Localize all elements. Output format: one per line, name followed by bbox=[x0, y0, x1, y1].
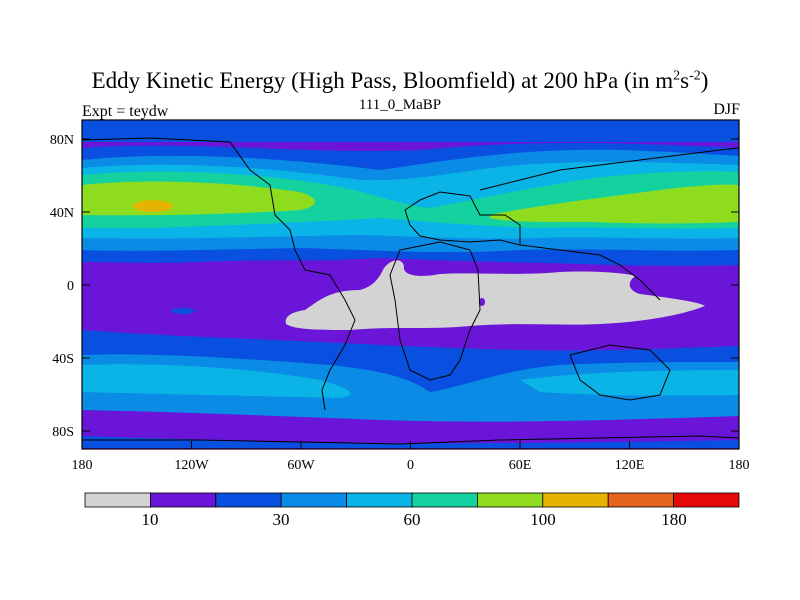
title-sup1: 2 bbox=[673, 68, 681, 84]
coast-americas bbox=[82, 137, 356, 411]
lat-label: 80N bbox=[50, 133, 74, 148]
colorbar-label: 100 bbox=[530, 510, 556, 529]
colorbar-label: 10 bbox=[142, 510, 159, 529]
contour-sh-cyan-west bbox=[82, 364, 351, 398]
colorbar-label: 60 bbox=[404, 510, 421, 529]
colorbar bbox=[84, 492, 740, 508]
coast-asia bbox=[479, 147, 739, 301]
map-contours bbox=[82, 120, 739, 449]
colorbar-swatch bbox=[476, 492, 544, 508]
colorbar-label: 30 bbox=[273, 510, 290, 529]
colorbar-swatch bbox=[346, 492, 413, 508]
coast-europe bbox=[404, 191, 521, 246]
title-sup2: -2 bbox=[689, 68, 701, 84]
lat-label: 0 bbox=[67, 279, 74, 294]
contour-pacific-blue bbox=[171, 308, 195, 314]
coast-australia bbox=[569, 344, 671, 401]
coastlines bbox=[82, 137, 739, 445]
colorbar-swatch bbox=[673, 492, 740, 508]
lon-label: 60W bbox=[287, 458, 315, 473]
title-text: Eddy Kinetic Energy (High Pass, Bloomfie… bbox=[91, 68, 674, 93]
title-end: ) bbox=[700, 68, 709, 93]
lat-label: 40N bbox=[50, 206, 74, 221]
coast-antarctica bbox=[82, 435, 739, 445]
lon-label: 180 bbox=[72, 458, 93, 473]
plot-title: Eddy Kinetic Energy (High Pass, Bloomfie… bbox=[0, 68, 800, 94]
contour-nh-polar bbox=[82, 120, 739, 142]
lon-ticks bbox=[81, 441, 740, 449]
colorbar-swatch bbox=[411, 492, 478, 508]
experiment-label: Expt = teydw bbox=[82, 103, 169, 120]
colorbar-swatch bbox=[542, 492, 609, 508]
colorbar-swatch bbox=[280, 492, 348, 508]
coast-africa bbox=[389, 241, 481, 381]
title-mid: s bbox=[680, 68, 690, 93]
colorbar-label: 180 bbox=[661, 510, 687, 529]
contour-nh-yellow bbox=[133, 200, 173, 212]
colorbar-swatch bbox=[149, 492, 217, 508]
season-label: DJF bbox=[713, 101, 740, 118]
contour-sh-polar-blue bbox=[82, 436, 739, 448]
colorbar-swatch bbox=[215, 492, 282, 508]
lon-label: 120W bbox=[174, 458, 209, 473]
lon-label: 0 bbox=[407, 458, 414, 473]
lat-label: 40S bbox=[52, 352, 74, 367]
colorbar-swatch bbox=[607, 492, 675, 508]
lat-label: 80S bbox=[52, 425, 74, 440]
contour-nh-green-east bbox=[490, 184, 739, 224]
contour-sh-cyan-east bbox=[520, 370, 739, 396]
contour-island-purple bbox=[479, 298, 485, 306]
colorbar-swatch bbox=[84, 492, 151, 508]
lon-label: 180 bbox=[729, 458, 750, 473]
lon-label: 120E bbox=[615, 458, 645, 473]
lon-label: 60E bbox=[509, 458, 532, 473]
lat-ticks bbox=[82, 138, 739, 432]
plot-subtitle: 111_0_MaBP bbox=[358, 97, 442, 113]
